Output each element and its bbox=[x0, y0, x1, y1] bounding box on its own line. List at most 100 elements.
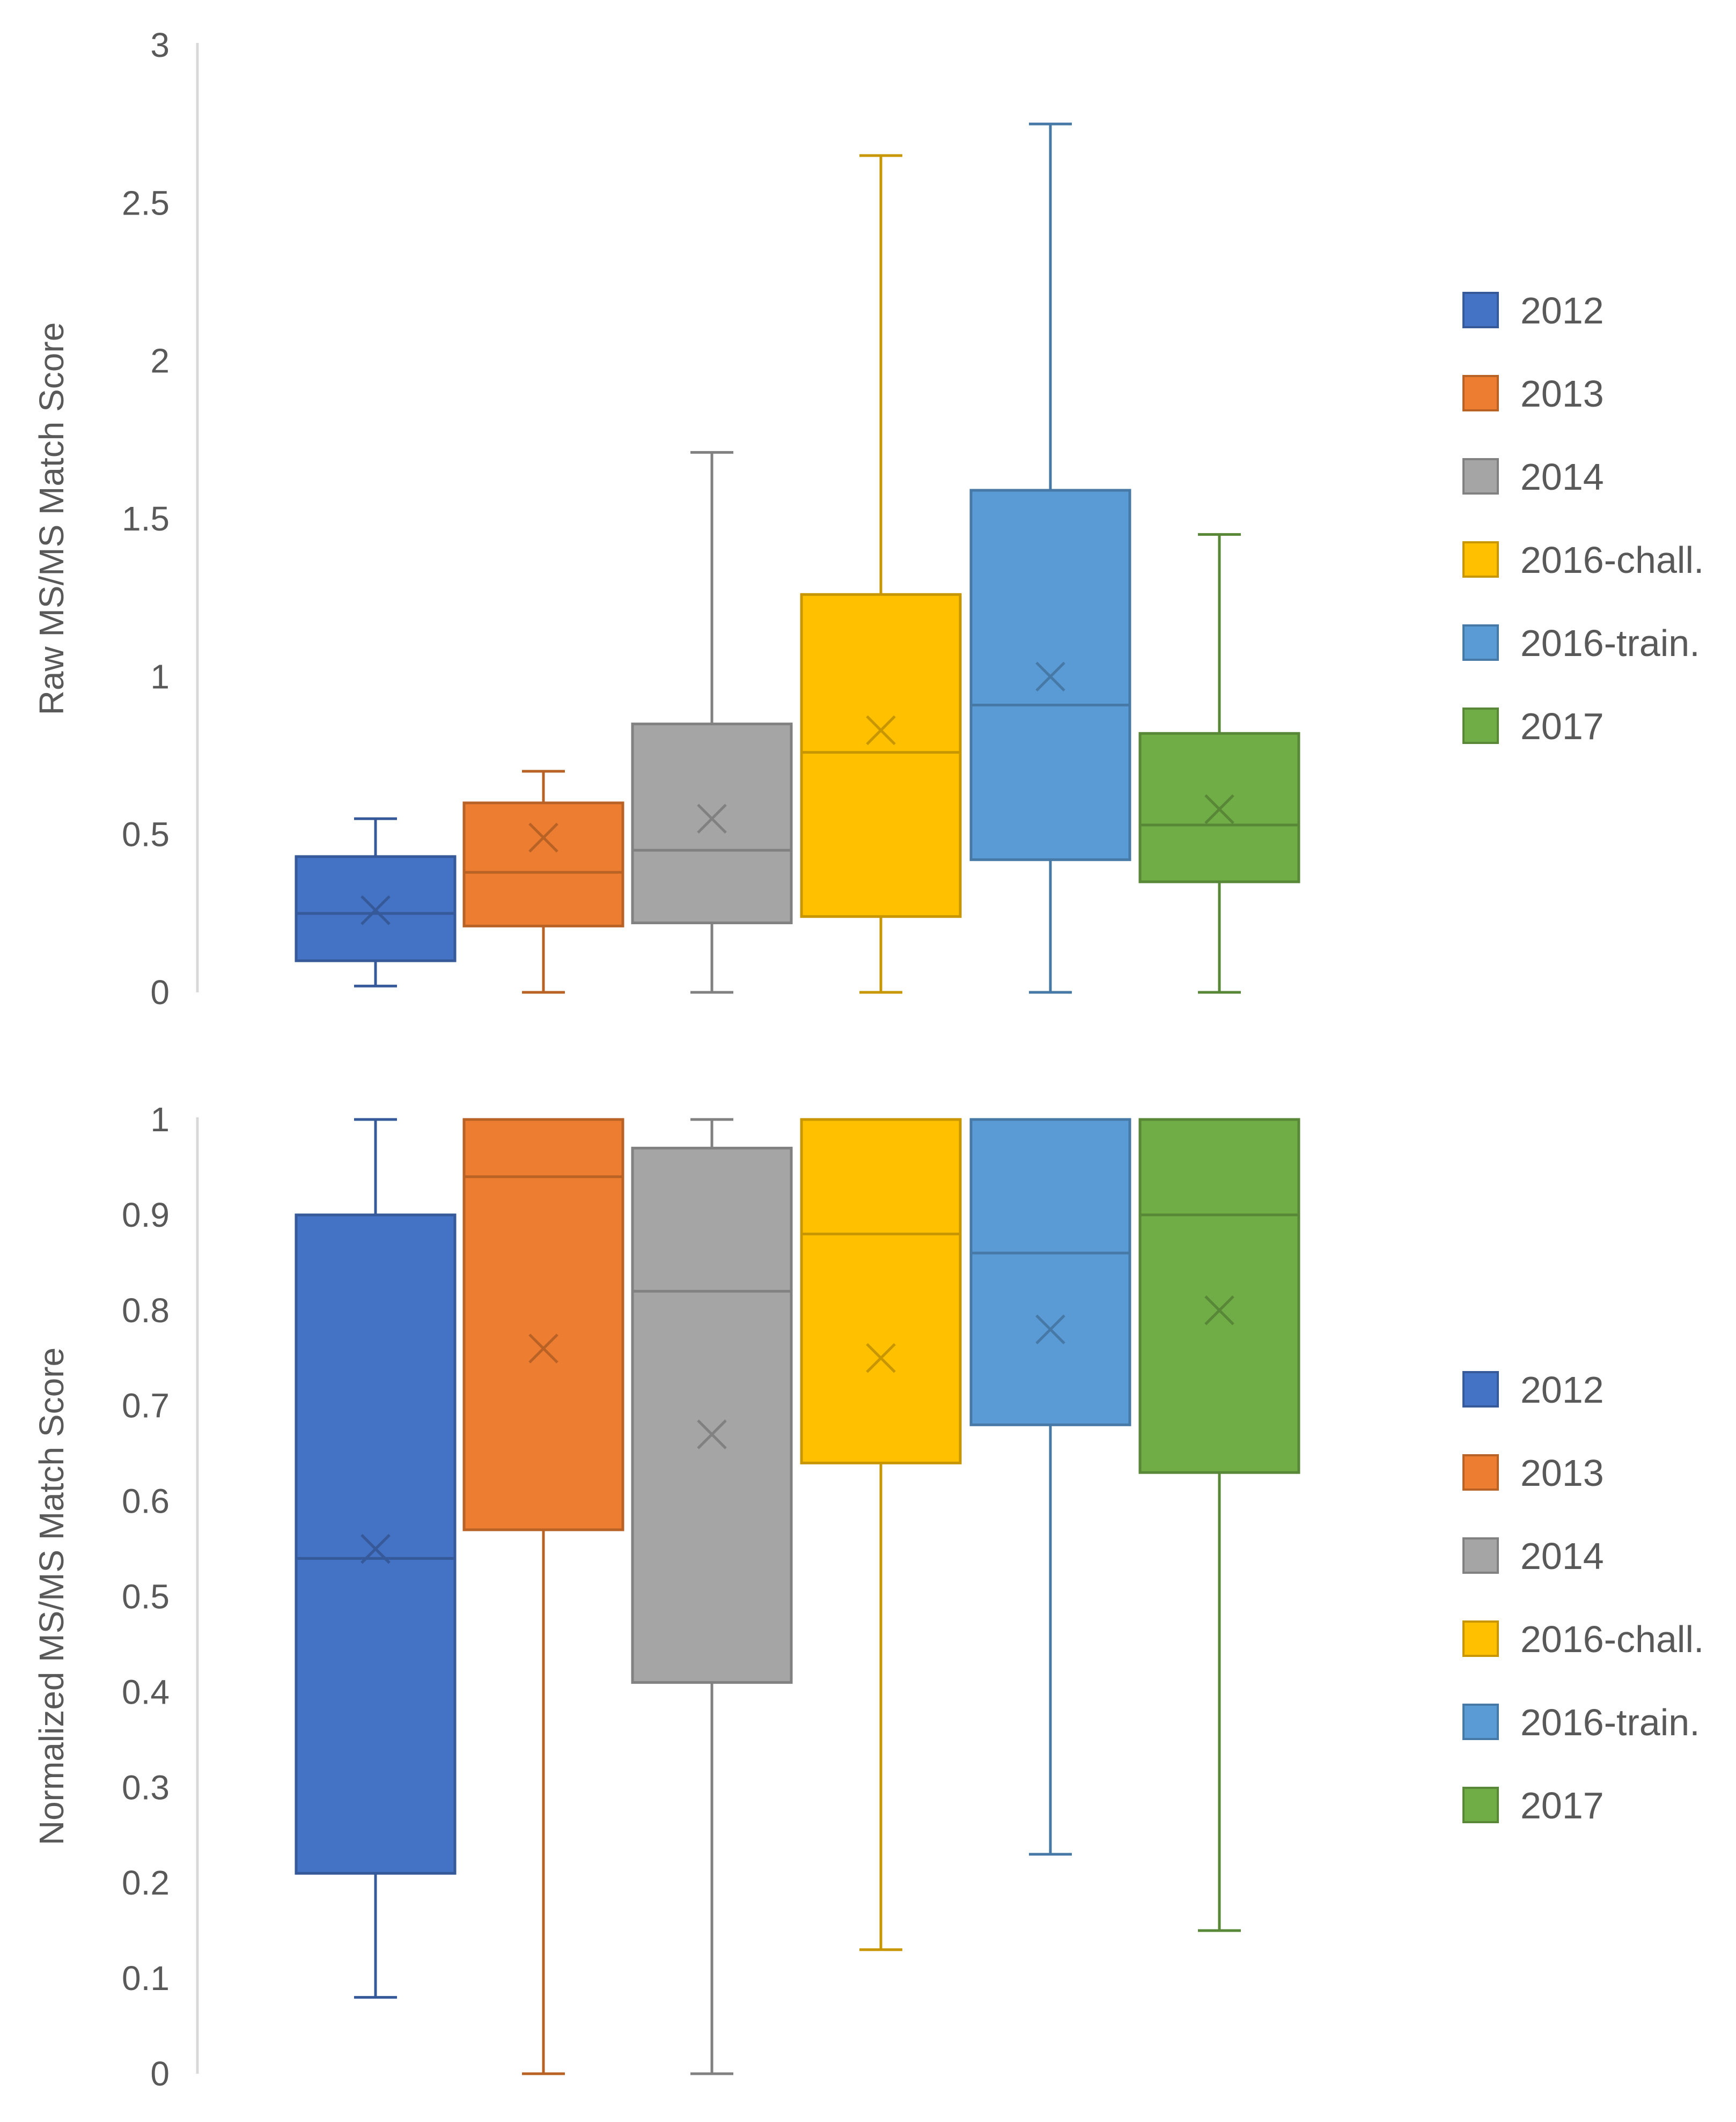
mean-marker bbox=[361, 895, 391, 925]
y-tick-label: 0.4 bbox=[122, 1672, 170, 1711]
y-tick-label: 0.5 bbox=[122, 1578, 170, 1616]
box-2016-chall. bbox=[800, 1118, 962, 1951]
mean-marker-stroke bbox=[528, 822, 558, 853]
mean-marker bbox=[866, 715, 896, 746]
boxes bbox=[295, 1118, 1300, 2075]
y-tick-label: 0.3 bbox=[122, 1768, 170, 1807]
legend-swatch bbox=[1462, 1371, 1499, 1408]
mean-marker bbox=[361, 1534, 391, 1564]
legend: 2012 2013 2014 2016-chall. 2016-train. 2017 bbox=[1462, 1369, 1704, 1826]
legend-swatch bbox=[1462, 1537, 1499, 1574]
mean-marker bbox=[528, 822, 558, 853]
y-tick-label: 0 bbox=[150, 973, 170, 1012]
box-iqr bbox=[631, 1146, 793, 1684]
mean-marker bbox=[697, 1419, 727, 1449]
y-tick-label: 1 bbox=[150, 657, 170, 696]
mean-marker-stroke bbox=[361, 1534, 391, 1564]
legend-item-2016-train.: 2016-train. bbox=[1462, 1701, 1700, 1743]
box-2012 bbox=[295, 817, 457, 988]
legend-label: 2012 bbox=[1520, 290, 1604, 331]
box-iqr bbox=[462, 801, 624, 927]
y-tick-label: 1.5 bbox=[122, 499, 170, 538]
y-tick-label: 0.7 bbox=[122, 1387, 170, 1425]
normalized-score-chart: 0 0.1 0.2 0.3 0.4 0.5 0.6 0.7 0.8 0.9 1 Normalized… bbox=[32, 1100, 1704, 2093]
mean-marker-stroke bbox=[697, 1419, 727, 1449]
mean-marker-stroke bbox=[1035, 1314, 1065, 1345]
legend-item-2017: 2017 bbox=[1462, 705, 1604, 747]
box-2013 bbox=[462, 1118, 624, 2075]
legend-item-2017: 2017 bbox=[1462, 1785, 1604, 1826]
box-2012 bbox=[295, 1118, 457, 1999]
y-tick-label: 0.6 bbox=[122, 1482, 170, 1521]
legend-swatch bbox=[1462, 1620, 1499, 1657]
legend-label: 2013 bbox=[1520, 373, 1604, 415]
legend-label: 2012 bbox=[1520, 1369, 1604, 1411]
mean-marker-stroke bbox=[866, 715, 896, 746]
mean-marker bbox=[528, 1333, 558, 1364]
y-tick-label: 2 bbox=[150, 342, 170, 380]
mean-marker bbox=[1035, 1314, 1065, 1345]
mean-marker-stroke bbox=[361, 895, 391, 925]
legend-swatch bbox=[1462, 458, 1499, 495]
mean-marker bbox=[866, 1343, 896, 1373]
legend-label: 2013 bbox=[1520, 1452, 1604, 1494]
y-tick-label: 0.1 bbox=[122, 1959, 170, 1998]
mean-marker bbox=[697, 804, 727, 834]
mean-marker-stroke bbox=[866, 1343, 896, 1373]
y-tick-labels: 0 0.5 1 1.5 2 2.5 3 bbox=[122, 26, 170, 1012]
box-iqr bbox=[969, 1118, 1131, 1426]
box-2017 bbox=[1138, 533, 1300, 994]
legend-swatch bbox=[1462, 1704, 1499, 1740]
box-iqr bbox=[631, 723, 793, 924]
y-tick-label: 0 bbox=[150, 2054, 170, 2093]
legend-swatch bbox=[1462, 1454, 1499, 1491]
mean-marker-stroke bbox=[1204, 794, 1234, 824]
legend-item-2013: 2013 bbox=[1462, 1452, 1604, 1494]
legend-label: 2014 bbox=[1520, 456, 1604, 498]
y-axis-title: Raw MS/MS Match Score bbox=[32, 322, 71, 716]
legend-label: 2017 bbox=[1520, 1785, 1604, 1826]
box-2014 bbox=[631, 1118, 793, 2075]
box-iqr bbox=[800, 1118, 962, 1464]
box-2016-chall. bbox=[800, 154, 962, 994]
box-iqr bbox=[800, 593, 962, 918]
legend-item-2014: 2014 bbox=[1462, 1535, 1604, 1577]
y-tick-label: 1 bbox=[150, 1100, 170, 1139]
y-tick-label: 3 bbox=[150, 26, 170, 64]
mean-marker-stroke bbox=[528, 1333, 558, 1364]
legend-item-2016-chall.: 2016-chall. bbox=[1462, 539, 1704, 581]
legend-item-2016-chall.: 2016-chall. bbox=[1462, 1618, 1704, 1660]
boxes bbox=[295, 122, 1300, 994]
legend-swatch bbox=[1462, 541, 1499, 578]
legend-item-2014: 2014 bbox=[1462, 456, 1604, 498]
y-axis-title: Normalized MS/MS Match Score bbox=[32, 1347, 71, 1845]
legend-label: 2014 bbox=[1520, 1535, 1604, 1577]
y-tick-label: 2.5 bbox=[122, 183, 170, 222]
legend-swatch bbox=[1462, 708, 1499, 744]
legend-label: 2016-train. bbox=[1520, 622, 1700, 664]
legend-swatch bbox=[1462, 1787, 1499, 1823]
legend-swatch bbox=[1462, 292, 1499, 328]
mean-marker bbox=[1204, 794, 1234, 824]
box-2016-train. bbox=[969, 1118, 1131, 1856]
y-tick-labels: 0 0.1 0.2 0.3 0.4 0.5 0.6 0.7 0.8 0.9 1 bbox=[122, 1100, 170, 2093]
legend: 2012 2013 2014 2016-chall. 2016-train. 2017 bbox=[1462, 290, 1704, 747]
box-2013 bbox=[462, 770, 624, 994]
box-2016-train. bbox=[969, 122, 1131, 994]
y-tick-label: 0.8 bbox=[122, 1291, 170, 1330]
y-tick-label: 0.2 bbox=[122, 1863, 170, 1902]
legend-swatch bbox=[1462, 624, 1499, 661]
legend-swatch bbox=[1462, 375, 1499, 411]
legend-item-2016-train.: 2016-train. bbox=[1462, 622, 1700, 664]
legend-label: 2016-train. bbox=[1520, 1701, 1700, 1743]
legend-item-2012: 2012 bbox=[1462, 290, 1604, 331]
y-tick-label: 0.5 bbox=[122, 815, 170, 854]
mean-marker-stroke bbox=[1204, 1295, 1234, 1325]
box-iqr bbox=[295, 1213, 457, 1875]
legend-item-2012: 2012 bbox=[1462, 1369, 1604, 1411]
mean-marker bbox=[1035, 661, 1065, 692]
box-iqr bbox=[462, 1118, 624, 1531]
mean-marker-stroke bbox=[697, 804, 727, 834]
legend-label: 2017 bbox=[1520, 705, 1604, 747]
